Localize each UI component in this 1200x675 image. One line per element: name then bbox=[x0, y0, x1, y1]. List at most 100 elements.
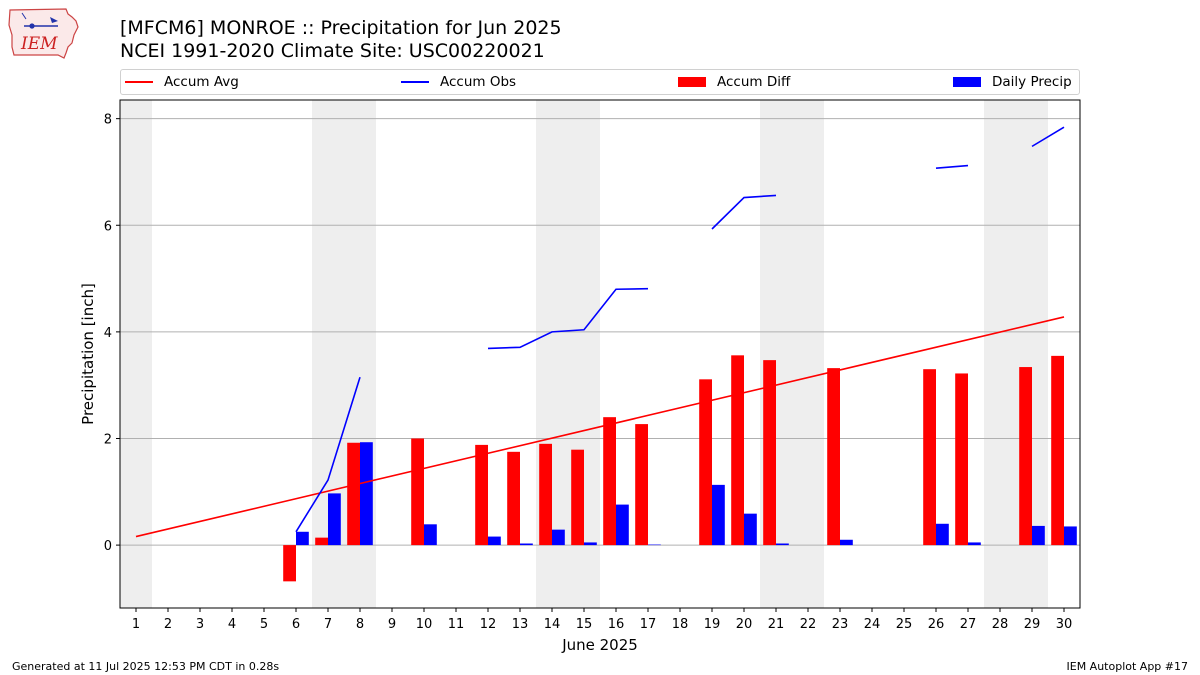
x-tick-label-25: 25 bbox=[896, 617, 913, 632]
y-tick-label-8: 8 bbox=[104, 113, 112, 128]
plot-frame bbox=[119, 99, 1081, 609]
x-tick-label-4: 4 bbox=[228, 617, 236, 632]
bar-daily-precip-29 bbox=[1032, 525, 1045, 546]
x-tick-label-5: 5 bbox=[260, 617, 268, 632]
x-tick-label-23: 23 bbox=[832, 617, 849, 632]
x-tick-label-8: 8 bbox=[356, 617, 364, 632]
bar-accum-diff-7 bbox=[315, 537, 328, 546]
bar-accum-diff-30 bbox=[1051, 355, 1064, 546]
bar-daily-precip-6 bbox=[296, 531, 309, 546]
bar-daily-precip-27 bbox=[968, 542, 981, 546]
weekend-band-0 bbox=[120, 100, 152, 608]
bar-daily-precip-10 bbox=[424, 524, 437, 546]
chart-subtitle: NCEI 1991-2020 Climate Site: USC00220021 bbox=[120, 40, 545, 62]
footer-app-id: IEM Autoplot App #17 bbox=[1066, 660, 1189, 673]
x-tick-label-26: 26 bbox=[928, 617, 945, 632]
legend-swatch-accum-diff bbox=[678, 77, 706, 87]
legend-label-accum-avg: Accum Avg bbox=[164, 74, 239, 90]
line-accum-avg bbox=[135, 316, 1065, 538]
legend-swatch-accum-obs bbox=[401, 81, 429, 83]
chart-title: [MFCM6] MONROE :: Precipitation for Jun … bbox=[120, 17, 562, 39]
x-tick-label-21: 21 bbox=[768, 617, 785, 632]
x-tick-label-1: 1 bbox=[132, 617, 140, 632]
x-tick-label-3: 3 bbox=[196, 617, 204, 632]
bar-daily-precip-17 bbox=[648, 544, 661, 546]
bar-daily-precip-23 bbox=[840, 539, 853, 546]
x-tick-label-7: 7 bbox=[324, 617, 332, 632]
legend-item-accum-diff: Accum Diff bbox=[678, 70, 790, 94]
x-tick-label-2: 2 bbox=[164, 617, 172, 632]
x-tick-label-29: 29 bbox=[1024, 617, 1041, 632]
bar-daily-precip-21 bbox=[776, 543, 789, 546]
bar-daily-precip-30 bbox=[1064, 526, 1077, 546]
bar-accum-diff-19 bbox=[699, 379, 712, 546]
x-tick-label-22: 22 bbox=[800, 617, 817, 632]
line-accum-obs-segment-1 bbox=[487, 287, 649, 350]
x-axis-label: June 2025 bbox=[561, 636, 638, 654]
bar-daily-precip-16 bbox=[616, 504, 629, 546]
y-tick-label-0: 0 bbox=[104, 539, 112, 554]
bar-daily-precip-14 bbox=[552, 529, 565, 546]
bar-accum-diff-6 bbox=[283, 545, 296, 582]
weekend-band-3 bbox=[760, 100, 824, 608]
bar-daily-precip-19 bbox=[712, 484, 725, 546]
bar-accum-diff-14 bbox=[539, 443, 552, 546]
legend-swatch-accum-avg bbox=[125, 81, 153, 83]
bar-daily-precip-26 bbox=[936, 523, 949, 546]
bar-daily-precip-7 bbox=[328, 493, 341, 546]
iem-logo: IEM bbox=[8, 8, 79, 59]
x-tick-label-12: 12 bbox=[480, 617, 497, 632]
y-tick-label-4: 4 bbox=[104, 326, 112, 341]
x-tick-label-18: 18 bbox=[672, 617, 689, 632]
bar-accum-diff-29 bbox=[1019, 367, 1032, 546]
bar-daily-precip-20 bbox=[744, 513, 757, 546]
bar-accum-diff-26 bbox=[923, 369, 936, 546]
logo-text: IEM bbox=[20, 34, 58, 54]
bar-daily-precip-15 bbox=[584, 542, 597, 546]
x-tick-label-13: 13 bbox=[512, 617, 529, 632]
weekend-band-2 bbox=[536, 100, 600, 608]
x-tick-label-20: 20 bbox=[736, 617, 753, 632]
x-tick-label-6: 6 bbox=[292, 617, 300, 632]
bar-accum-diff-13 bbox=[507, 451, 520, 546]
x-tick-label-27: 27 bbox=[960, 617, 977, 632]
legend-item-accum-avg: Accum Avg bbox=[125, 70, 239, 94]
bar-daily-precip-13 bbox=[520, 543, 533, 546]
bar-accum-diff-17 bbox=[635, 424, 648, 546]
x-tick-label-16: 16 bbox=[608, 617, 625, 632]
x-tick-label-9: 9 bbox=[388, 617, 396, 632]
legend-label-daily-precip: Daily Precip bbox=[992, 74, 1072, 90]
bar-accum-diff-21 bbox=[763, 360, 776, 546]
bar-accum-diff-8 bbox=[347, 442, 360, 546]
bar-accum-diff-15 bbox=[571, 449, 584, 546]
x-tick-label-15: 15 bbox=[576, 617, 593, 632]
bar-accum-diff-20 bbox=[731, 355, 744, 546]
y-axis-label: Precipitation [inch] bbox=[79, 283, 97, 425]
line-accum-obs-segment-0 bbox=[295, 376, 361, 533]
bar-daily-precip-8 bbox=[360, 442, 373, 546]
bar-daily-precip-12 bbox=[488, 536, 501, 546]
x-tick-label-17: 17 bbox=[640, 617, 657, 632]
line-accum-obs-segment-4 bbox=[1031, 126, 1065, 148]
x-tick-label-28: 28 bbox=[992, 617, 1009, 632]
x-tick-label-24: 24 bbox=[864, 617, 881, 632]
legend-item-accum-obs: Accum Obs bbox=[401, 70, 516, 94]
legend-item-daily-precip: Daily Precip bbox=[953, 70, 1072, 94]
legend-label-accum-diff: Accum Diff bbox=[717, 74, 791, 90]
footer-generated: Generated at 11 Jul 2025 12:53 PM CDT in… bbox=[12, 660, 280, 673]
x-tick-label-19: 19 bbox=[704, 617, 721, 632]
weekend-band-4 bbox=[984, 100, 1048, 608]
x-tick-label-11: 11 bbox=[448, 617, 465, 632]
x-tick-label-10: 10 bbox=[416, 617, 433, 632]
line-accum-obs-segment-3 bbox=[935, 164, 969, 170]
bar-accum-diff-23 bbox=[827, 368, 840, 546]
bar-accum-diff-16 bbox=[603, 417, 616, 546]
chart-legend: Accum Avg Accum Obs Accum Diff Daily Pre… bbox=[120, 69, 1080, 95]
legend-label-accum-obs: Accum Obs bbox=[440, 74, 517, 90]
y-tick-label-2: 2 bbox=[104, 432, 112, 447]
bar-accum-diff-10 bbox=[411, 438, 424, 546]
x-tick-label-30: 30 bbox=[1056, 617, 1073, 632]
bar-accum-diff-27 bbox=[955, 373, 968, 546]
weekend-band-1 bbox=[312, 100, 376, 608]
